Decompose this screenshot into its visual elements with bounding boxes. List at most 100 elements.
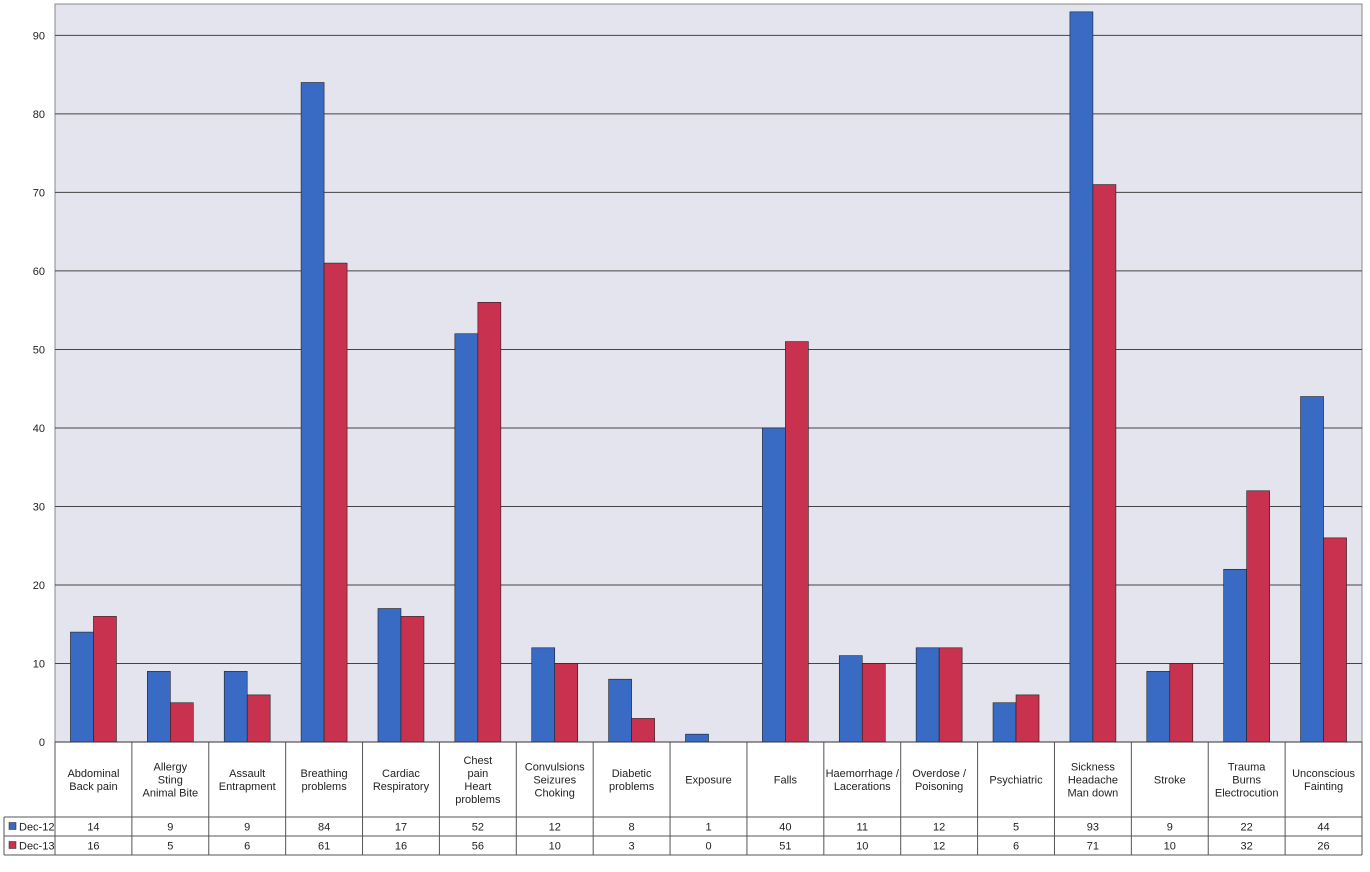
bar-dec-12-3: [300, 82, 325, 743]
table-cell-value: 9: [244, 822, 250, 834]
table-cell-value: 44: [1317, 822, 1329, 834]
bar-dec-13-10: [861, 663, 886, 743]
category-label: Cardiac Respiratory: [373, 768, 430, 793]
y-tick-label: 90: [33, 30, 45, 42]
table-cell-value: 6: [1013, 841, 1019, 853]
y-tick-label: 40: [33, 423, 45, 435]
bar-dec-13-5: [477, 302, 502, 743]
bar-dec-12-14: [1146, 671, 1171, 743]
bar-dec-13-14: [1169, 663, 1194, 743]
bar-dec-13-6: [554, 663, 579, 743]
category-label-line: Choking: [535, 788, 575, 800]
table-cell-value: 93: [1087, 822, 1099, 834]
category-label-line: Heart: [464, 781, 491, 793]
bar-dec-12-12: [992, 702, 1017, 743]
category-label-line: Sting: [158, 775, 183, 787]
category-label-line: Cardiac: [382, 768, 420, 780]
bar-dec-12-6: [531, 647, 556, 743]
table-cell-value: 8: [629, 822, 635, 834]
y-tick-label: 60: [33, 266, 45, 278]
category-label-line: Entrapment: [219, 781, 276, 793]
table-cell-value: 5: [167, 841, 173, 853]
bar-dec-13-0: [93, 616, 117, 743]
category-label-line: Unconscious: [1292, 768, 1355, 780]
category-label-line: Back pain: [69, 781, 117, 793]
bar-dec-12-7: [608, 678, 632, 743]
bar-dec-13-7: [631, 718, 655, 743]
table-cell-value: 84: [318, 822, 330, 834]
category-label-line: Seizures: [533, 775, 576, 787]
bar-dec-13-2: [246, 694, 271, 743]
table-cell-value: 26: [1317, 841, 1329, 853]
category-label: Convulsions Seizures Choking: [525, 762, 585, 800]
table-cell-value: 1: [705, 822, 711, 834]
bar-dec-13-15: [1246, 490, 1270, 743]
y-tick-label: 30: [33, 501, 45, 513]
bar-series: [70, 11, 1347, 743]
bar-dec-12-13: [1069, 11, 1094, 743]
table-cell-value: 10: [549, 841, 561, 853]
category-label: Assault Entrapment: [219, 768, 276, 793]
table-cell-value: 9: [167, 822, 173, 834]
table-cell-value: 71: [1087, 841, 1099, 853]
bar-dec-13-12: [1015, 694, 1040, 743]
table-cell-value: 40: [779, 822, 791, 834]
table-cell-value: 9: [1167, 822, 1173, 834]
category-label-line: pain: [467, 768, 488, 780]
table-cell-value: 6: [244, 841, 250, 853]
gridlines: [55, 34, 1362, 664]
category-label: Psychiatric: [989, 775, 1043, 787]
table-cell-value: 17: [395, 822, 407, 834]
y-axis-tick-labels: 0 10 20 30 40 50 60 70 80 90: [33, 30, 45, 749]
category-label: Chest pain Heart problems: [455, 755, 501, 806]
table-cell-value: 22: [1241, 822, 1253, 834]
category-label: Allergy Sting Animal Bite: [143, 762, 199, 800]
category-label-line: Animal Bite: [143, 788, 199, 800]
bar-dec-13-9: [785, 341, 809, 743]
category-label-line: Allergy: [154, 762, 188, 774]
category-label: Overdose / Poisoning: [912, 768, 967, 793]
y-tick-label: 0: [39, 737, 45, 749]
y-tick-label: 70: [33, 187, 45, 199]
category-label: Breathing problems: [301, 768, 348, 793]
bar-dec-13-11: [938, 647, 963, 743]
table-cell-value: 16: [87, 841, 99, 853]
table-cell-value: 10: [856, 841, 868, 853]
legend-label: Dec-13: [19, 841, 54, 853]
category-label-line: problems: [301, 781, 347, 793]
category-label-line: Lacerations: [834, 781, 891, 793]
bar-dec-13-16: [1323, 537, 1347, 743]
bar-dec-12-15: [1223, 568, 1247, 743]
table-cell-value: 10: [1164, 841, 1176, 853]
legend-swatch-dec-12: [8, 822, 17, 830]
bar-dec-12-10: [838, 655, 863, 743]
category-label-line: Assault: [229, 768, 265, 780]
table-cell-value: 61: [318, 841, 330, 853]
category-label-line: Electrocution: [1215, 788, 1279, 800]
category-label-line: Trauma: [1228, 762, 1266, 774]
bar-dec-13-13: [1092, 184, 1117, 743]
bar-dec-13-3: [323, 262, 348, 743]
bar-dec-12-9: [762, 427, 786, 743]
y-tick-label: 80: [33, 109, 45, 121]
bar-dec-13-1: [170, 702, 194, 743]
category-label-line: problems: [455, 794, 501, 806]
category-label-line: Poisoning: [915, 781, 963, 793]
table-cell-value: 32: [1241, 841, 1253, 853]
category-label: Abdominal Back pain: [67, 768, 119, 793]
category-label-line: Overdose /: [912, 768, 967, 780]
table-cell-value: 16: [395, 841, 407, 853]
category-label-line: Breathing: [301, 768, 348, 780]
legend-swatch-dec-13: [8, 841, 17, 849]
category-label-line: Stroke: [1154, 775, 1186, 787]
data-table: Abdominal Back pain Allergy Sting Animal Bit…: [3, 742, 1363, 856]
category-label-line: Exposure: [685, 775, 731, 787]
table-cell-value: 51: [779, 841, 791, 853]
bar-dec-12-4: [377, 608, 402, 743]
category-label-line: Convulsions: [525, 762, 585, 774]
category-label-line: Falls: [774, 775, 798, 787]
bar-dec-13-4: [400, 616, 425, 743]
category-label-line: Chest: [463, 755, 492, 767]
table-cell-value: 14: [87, 822, 99, 834]
legend-label: Dec-12: [19, 822, 54, 834]
